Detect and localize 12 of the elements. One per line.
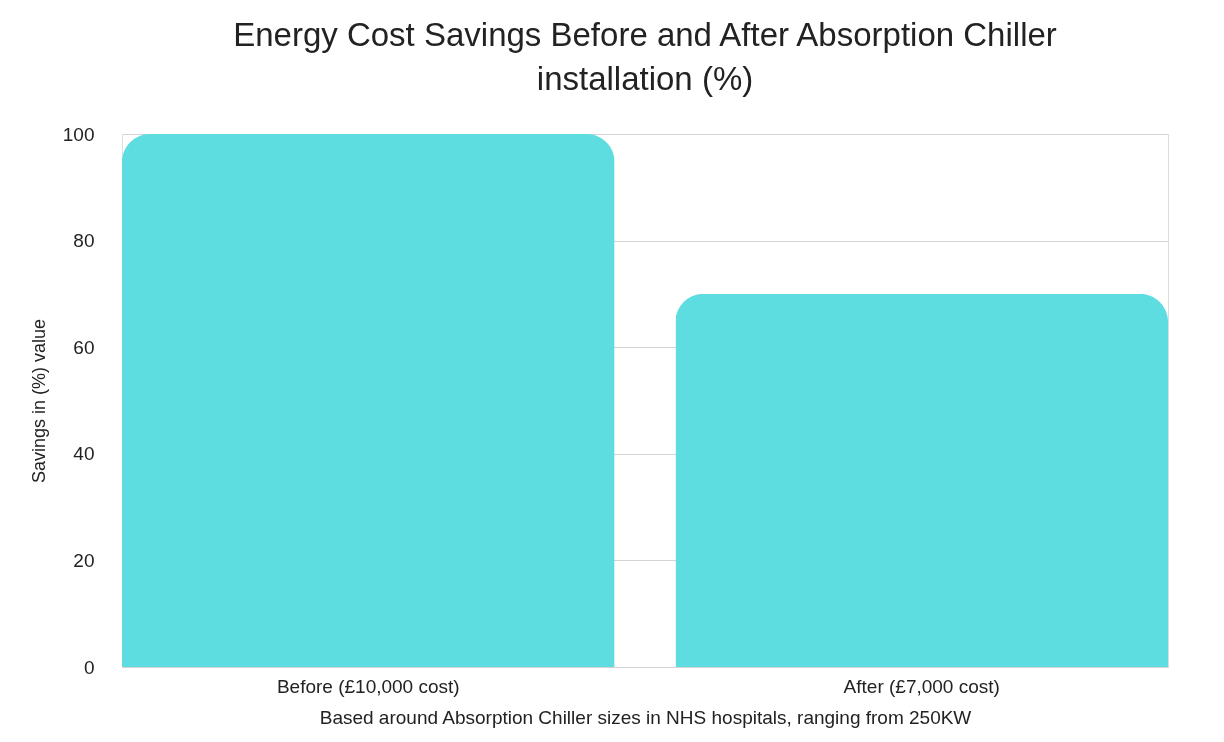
y-tick-label: 80	[73, 230, 95, 252]
x-axis-title: Based around Absorption Chiller sizes in NHS hospitals, ranging from 250KW	[319, 706, 972, 728]
y-tick-label: 0	[83, 656, 95, 678]
y-tick-label: 20	[73, 549, 95, 571]
x-tick-label: Before (£10,000 cost)	[276, 675, 460, 697]
y-tick-label: 100	[62, 123, 95, 145]
y-tick-label: 60	[73, 336, 95, 358]
x-tick-label: After (£7,000 cost)	[843, 675, 1000, 697]
y-axis-title: Savings in (%) value	[28, 318, 49, 484]
text: Energy Cost Savings Before and After Absorption Chiller	[233, 16, 1057, 53]
text: installation (%)	[536, 60, 754, 97]
y-tick-label: 40	[73, 443, 95, 465]
